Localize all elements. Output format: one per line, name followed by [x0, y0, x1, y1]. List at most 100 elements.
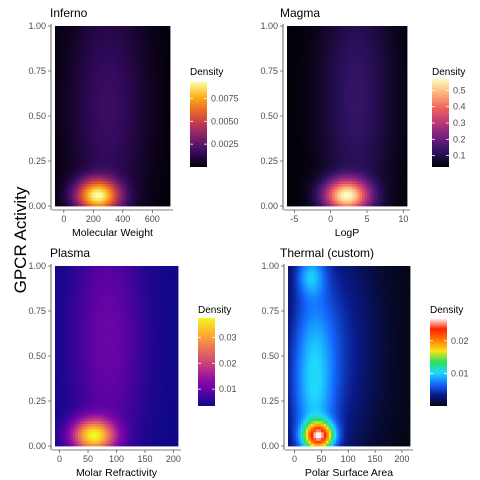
density-cell: [55, 45, 58, 49]
density-cell: [95, 96, 99, 100]
density-cell: [57, 45, 61, 49]
density-cell: [379, 166, 383, 170]
density-cell: [354, 194, 358, 198]
density-cell: [107, 180, 111, 184]
density-cell: [112, 189, 116, 193]
density-cell: [344, 144, 348, 148]
density-cell: [392, 144, 395, 148]
density-cell: [364, 203, 368, 207]
density-cell: [143, 104, 147, 108]
density-cell: [317, 200, 320, 204]
density-cell: [126, 26, 130, 30]
density-cell: [339, 144, 343, 148]
density-cell: [112, 197, 116, 201]
density-cell: [105, 42, 109, 47]
density-cell: [364, 118, 368, 123]
density-cell: [93, 42, 97, 47]
density-cell: [384, 110, 388, 114]
density-cell: [359, 96, 363, 100]
density-cell: [122, 101, 125, 106]
density-cell: [110, 85, 113, 89]
density-cell: [143, 85, 147, 89]
density-cell: [389, 169, 393, 173]
density-cell: [102, 166, 106, 170]
density-cell: [143, 79, 147, 83]
density-cell: [107, 141, 111, 145]
density-cell: [112, 28, 116, 33]
density-cell: [64, 93, 68, 97]
density-cell: [337, 135, 340, 139]
density-cell: [289, 146, 293, 151]
density-cell: [334, 132, 338, 137]
density-cell: [124, 68, 128, 72]
density-cell: [136, 163, 140, 168]
density-cell: [100, 127, 104, 131]
density-cell: [114, 87, 118, 92]
density-cell: [324, 183, 328, 187]
density-cell: [64, 56, 68, 61]
density-cell: [95, 113, 99, 117]
density-cell: [62, 54, 65, 58]
density-cell: [117, 118, 121, 123]
density-cell: [369, 132, 373, 137]
density-cell: [134, 48, 137, 52]
density-cell: [119, 118, 123, 123]
density-cell: [143, 172, 147, 176]
density-cell: [297, 141, 300, 145]
density-cell: [76, 76, 80, 80]
density-cell: [112, 107, 116, 111]
density-cell: [299, 200, 303, 204]
density-cell: [76, 197, 80, 201]
density-cell: [167, 48, 171, 52]
density-cell: [153, 158, 157, 162]
density-cell: [287, 197, 290, 201]
density-cell: [307, 104, 310, 108]
density-cell: [102, 56, 106, 61]
density-cell: [136, 104, 140, 108]
density-cell: [86, 194, 89, 198]
density-cell: [129, 149, 133, 153]
density-cell: [160, 34, 164, 38]
density-cell: [138, 79, 142, 83]
density-cell: [71, 135, 75, 139]
density-cell: [66, 172, 70, 176]
density-cell: [148, 130, 152, 134]
density-cell: [98, 144, 101, 148]
density-cell: [64, 130, 68, 134]
density-cell: [397, 203, 400, 207]
density-cell: [377, 121, 380, 125]
density-cell: [112, 42, 116, 47]
density-cell: [374, 203, 378, 207]
density-cell: [71, 85, 75, 89]
density-cell: [66, 90, 70, 94]
density-cell: [105, 26, 109, 30]
density-cell: [131, 191, 135, 196]
density-cell: [74, 118, 77, 123]
density-cell: [362, 203, 365, 207]
density-cell: [119, 180, 123, 184]
density-cell: [155, 194, 159, 198]
density-cell: [347, 113, 350, 117]
density-cell: [83, 124, 87, 128]
density-cell: [69, 45, 73, 49]
density-cell: [317, 121, 320, 125]
density-cell: [317, 107, 320, 111]
density-cell: [114, 48, 118, 52]
density-cell: [141, 82, 145, 86]
density-cell: [107, 197, 111, 201]
density-cell: [372, 110, 375, 114]
density-cell: [131, 189, 135, 193]
density-cell: [93, 172, 97, 176]
density-cell: [342, 116, 345, 120]
density-cell: [369, 124, 373, 128]
density-cell: [57, 101, 61, 106]
density-cell: [59, 110, 63, 114]
density-cell: [124, 144, 128, 148]
density-cell: [389, 144, 393, 148]
density-cell: [81, 172, 85, 176]
density-cell: [105, 107, 109, 111]
density-cell: [66, 79, 70, 83]
density-cell: [143, 62, 147, 66]
density-cell: [377, 163, 380, 168]
density-cell: [62, 113, 65, 117]
